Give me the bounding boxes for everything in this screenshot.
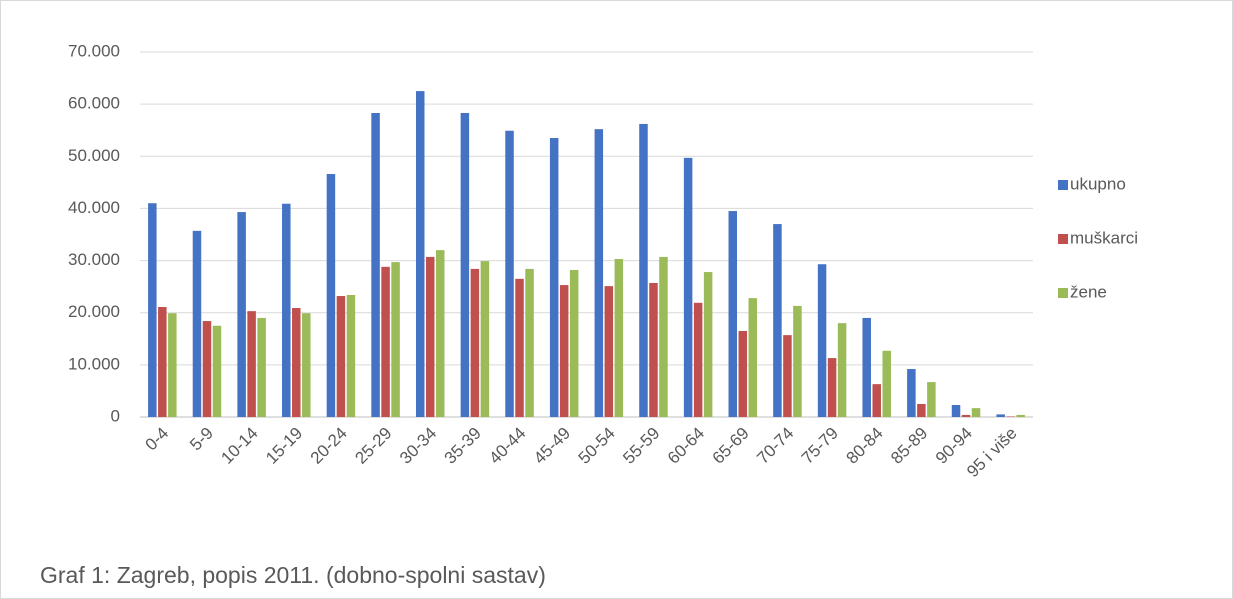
- bar: [971, 408, 981, 417]
- y-tick-label: 40.000: [68, 198, 120, 217]
- bar: [237, 212, 246, 417]
- y-tick-label: 10.000: [68, 354, 120, 373]
- bar: [748, 298, 758, 417]
- bar: [460, 113, 470, 417]
- bar: [594, 129, 604, 417]
- y-tick-label: 70.000: [68, 41, 120, 60]
- bar: [917, 403, 926, 417]
- bar: [326, 174, 336, 417]
- bar: [569, 269, 579, 417]
- bar: [470, 268, 480, 417]
- caption: Graf 1: Zagreb, popis 2011. (dobno-spoln…: [40, 562, 546, 588]
- y-tick-label: 30.000: [68, 250, 120, 269]
- bar: [996, 414, 1005, 417]
- y-tick-label: 20.000: [68, 302, 120, 321]
- bar: [515, 278, 524, 417]
- legend-swatch: [1058, 234, 1068, 244]
- legend-swatch: [1058, 180, 1068, 190]
- bar: [882, 350, 891, 417]
- bar: [346, 294, 356, 417]
- bar: [649, 282, 658, 417]
- bar: [639, 123, 648, 417]
- bar: [549, 138, 559, 418]
- bar: [381, 266, 390, 417]
- bar: [480, 261, 490, 417]
- legend-swatch: [1058, 288, 1068, 298]
- bar: [728, 211, 738, 417]
- bar: [302, 313, 311, 417]
- bar: [192, 230, 202, 417]
- bar: [738, 330, 748, 417]
- bar: [927, 382, 936, 417]
- bar: [837, 323, 847, 417]
- bar: [371, 113, 380, 417]
- bar: [783, 335, 792, 417]
- bar: [425, 256, 435, 417]
- bar: [683, 157, 693, 417]
- bar: [1006, 416, 1015, 417]
- bar: [693, 302, 703, 417]
- bar: [604, 286, 614, 417]
- legend-label: žene: [1070, 282, 1107, 301]
- bar: [872, 384, 881, 417]
- bar: [148, 203, 157, 417]
- bar: [1016, 414, 1025, 417]
- bar: [659, 256, 668, 417]
- bar: [525, 268, 534, 417]
- bar: [158, 306, 167, 417]
- bar: [862, 317, 871, 417]
- legend-label: ukupno: [1070, 174, 1126, 193]
- bar: [282, 203, 291, 417]
- bar: [257, 317, 266, 417]
- bar: [793, 305, 802, 417]
- bar: [614, 259, 624, 417]
- bar: [391, 262, 400, 417]
- bar: [951, 405, 961, 417]
- bar: [292, 308, 301, 417]
- bar: [703, 272, 713, 417]
- bar: [907, 369, 916, 417]
- y-tick-label: 0: [111, 406, 120, 425]
- y-tick-label: 60.000: [68, 94, 120, 113]
- bar: [435, 250, 445, 417]
- bar: [817, 264, 827, 417]
- bar: [773, 224, 782, 417]
- y-tick-label: 50.000: [68, 146, 120, 165]
- bar: [336, 296, 346, 417]
- bar: [415, 91, 425, 417]
- legend-label: muškarci: [1070, 228, 1138, 247]
- bar: [212, 325, 222, 417]
- bar: [505, 130, 514, 417]
- bar: [168, 313, 177, 417]
- bar: [961, 414, 971, 417]
- bar: [827, 358, 837, 417]
- bar: [559, 285, 569, 417]
- bar: [247, 311, 256, 417]
- bar: [202, 321, 212, 417]
